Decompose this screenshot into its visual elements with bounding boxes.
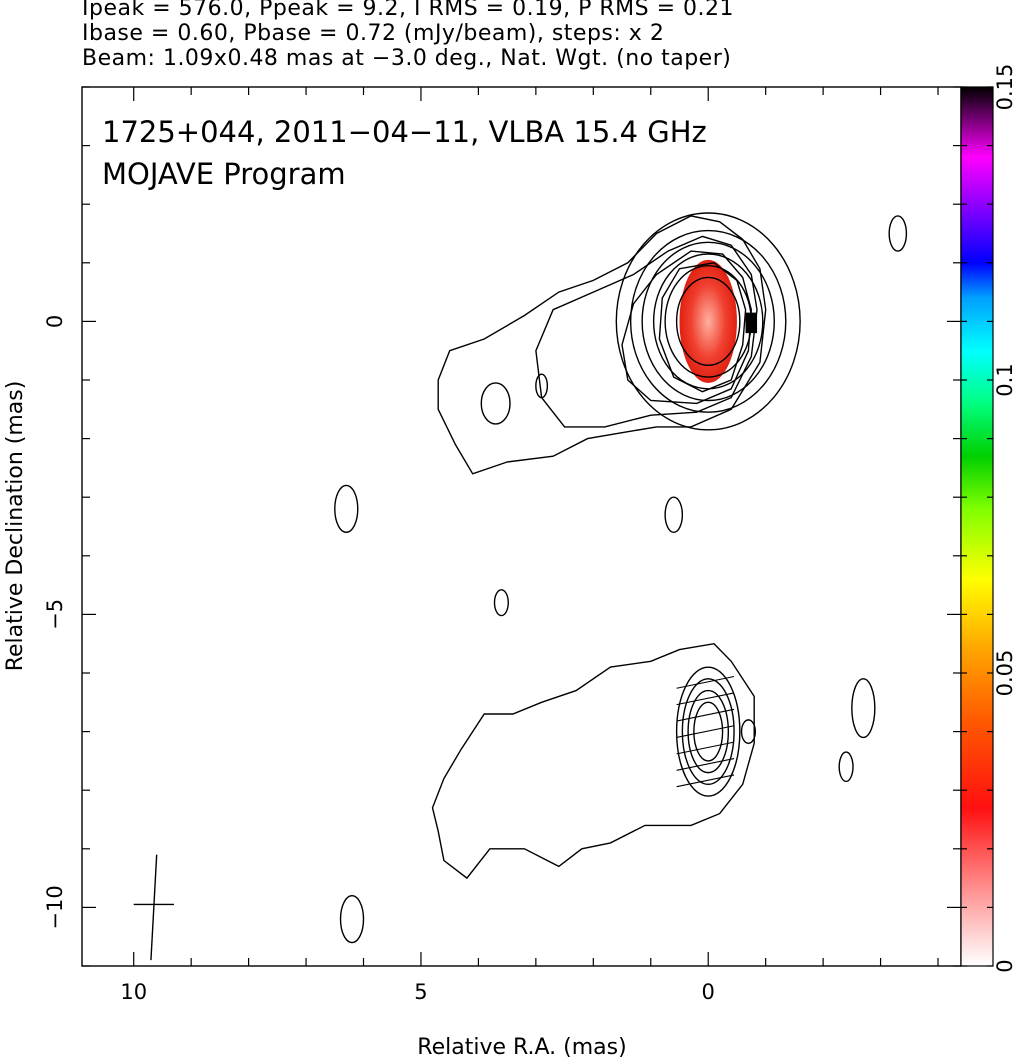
island-contour-3 (664, 496, 684, 534)
x-axis-label: Relative R.A. (mas) (417, 1035, 626, 1060)
lower-core-contour-3 (675, 666, 741, 797)
colorbar-tick-label: 0.15 (993, 64, 1017, 111)
x-tick-label: 0 (702, 980, 715, 1004)
colorbar-tick-label: 0.05 (993, 650, 1017, 697)
pol-core-blob (679, 259, 737, 383)
pol-vector (676, 774, 735, 788)
island-contour-6 (838, 751, 854, 783)
core-contour-2 (652, 253, 764, 390)
core-contour-4 (629, 229, 787, 413)
island-contour-8 (339, 894, 365, 944)
island-contour-4 (493, 589, 509, 617)
lower-contour (431, 642, 755, 880)
y-tick-label: −10 (43, 885, 67, 929)
polarization-image (679, 259, 758, 383)
core-contour-1 (664, 265, 753, 378)
colorbar (960, 86, 994, 967)
island-contour-2 (334, 484, 359, 534)
colorbar-tick-label: 0 (993, 959, 1017, 972)
jet-contour-1 (535, 235, 758, 428)
island-contour-5 (851, 678, 876, 739)
contour-layer (133, 212, 908, 961)
y-tick-label: 0 (43, 315, 67, 328)
pol-vector (676, 675, 735, 689)
island-contour-1 (535, 373, 549, 399)
header-line-3: Beam: 1.09x0.48 mas at −3.0 deg., Nat. W… (82, 46, 732, 71)
y-tick-label: −5 (43, 599, 67, 630)
jet-contour-0 (437, 215, 767, 475)
colorbar-tick-label: 0.1 (993, 363, 1017, 396)
jet-contour-2 (621, 250, 753, 405)
core-contour-0 (675, 276, 741, 367)
y-axis-label: Relative Declination (mas) (3, 381, 28, 672)
header-line-2: Ibase = 0.60, Pbase = 0.72 (mJy/beam), s… (82, 21, 665, 46)
annotation-program: MOJAVE Program (102, 157, 346, 191)
pol-vector (676, 692, 735, 706)
pol-vector (676, 725, 735, 738)
lower-core-contour-1 (687, 689, 730, 774)
island-contour-0 (480, 382, 511, 425)
beam-major-axis (150, 854, 158, 961)
colorbar-ticks: 0 0.05 0.1 0.15 (961, 64, 1017, 973)
pol-vector (676, 741, 735, 755)
pol-vector (676, 708, 735, 722)
lower-core-contour-0 (693, 701, 724, 762)
axis-ticks: 10 5 0 0 −5 −10 (43, 86, 961, 1004)
pol-vector (676, 758, 735, 771)
island-contour-7 (888, 215, 908, 252)
annotation-source: 1725+044, 2011−04−11, VLBA 15.4 GHz (102, 115, 707, 149)
x-tick-label: 5 (414, 980, 427, 1004)
core-contour-5 (615, 212, 801, 431)
core-contour-3 (641, 241, 775, 402)
plot-frame (81, 86, 962, 967)
island-contour-9 (740, 719, 757, 745)
x-tick-label: 10 (120, 980, 147, 1004)
lower-core-contour-2 (681, 678, 735, 786)
header-line-1: Ipeak = 576.0, Ppeak = 9.2, I RMS = 0.19… (82, 0, 734, 21)
